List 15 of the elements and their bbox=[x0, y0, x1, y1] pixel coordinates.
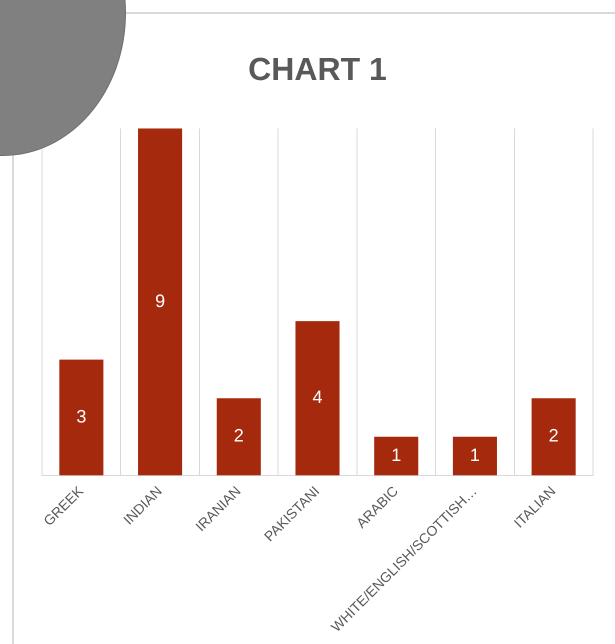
bar bbox=[452, 436, 497, 476]
bar bbox=[59, 360, 104, 476]
data-label: 9 bbox=[155, 290, 166, 311]
bar bbox=[138, 128, 182, 476]
bar bbox=[374, 436, 418, 476]
data-label: 1 bbox=[470, 445, 480, 466]
data-label: 1 bbox=[391, 445, 402, 466]
data-label: 2 bbox=[548, 426, 559, 446]
data-label: 4 bbox=[312, 387, 323, 408]
bar bbox=[532, 398, 576, 476]
bar bbox=[295, 321, 340, 476]
data-label: 3 bbox=[76, 406, 86, 426]
bar bbox=[216, 398, 261, 476]
chart-title: CHART 1 bbox=[248, 51, 387, 88]
data-label: 2 bbox=[234, 426, 244, 446]
